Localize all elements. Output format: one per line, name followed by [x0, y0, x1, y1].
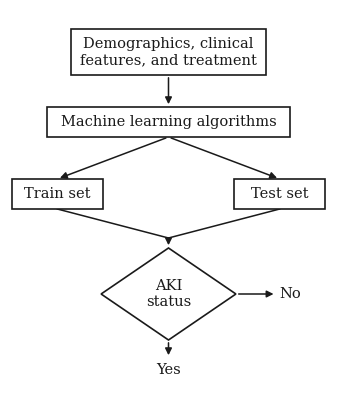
Text: No: No: [279, 287, 301, 301]
Polygon shape: [101, 248, 236, 340]
FancyBboxPatch shape: [234, 179, 325, 209]
Text: Yes: Yes: [156, 363, 181, 377]
Text: Test set: Test set: [251, 187, 308, 201]
Text: AKI
status: AKI status: [146, 279, 191, 309]
FancyBboxPatch shape: [71, 29, 266, 75]
Text: Machine learning algorithms: Machine learning algorithms: [61, 115, 276, 129]
FancyBboxPatch shape: [47, 107, 290, 137]
Text: Train set: Train set: [24, 187, 91, 201]
Text: Demographics, clinical
features, and treatment: Demographics, clinical features, and tre…: [80, 37, 257, 67]
FancyBboxPatch shape: [12, 179, 103, 209]
